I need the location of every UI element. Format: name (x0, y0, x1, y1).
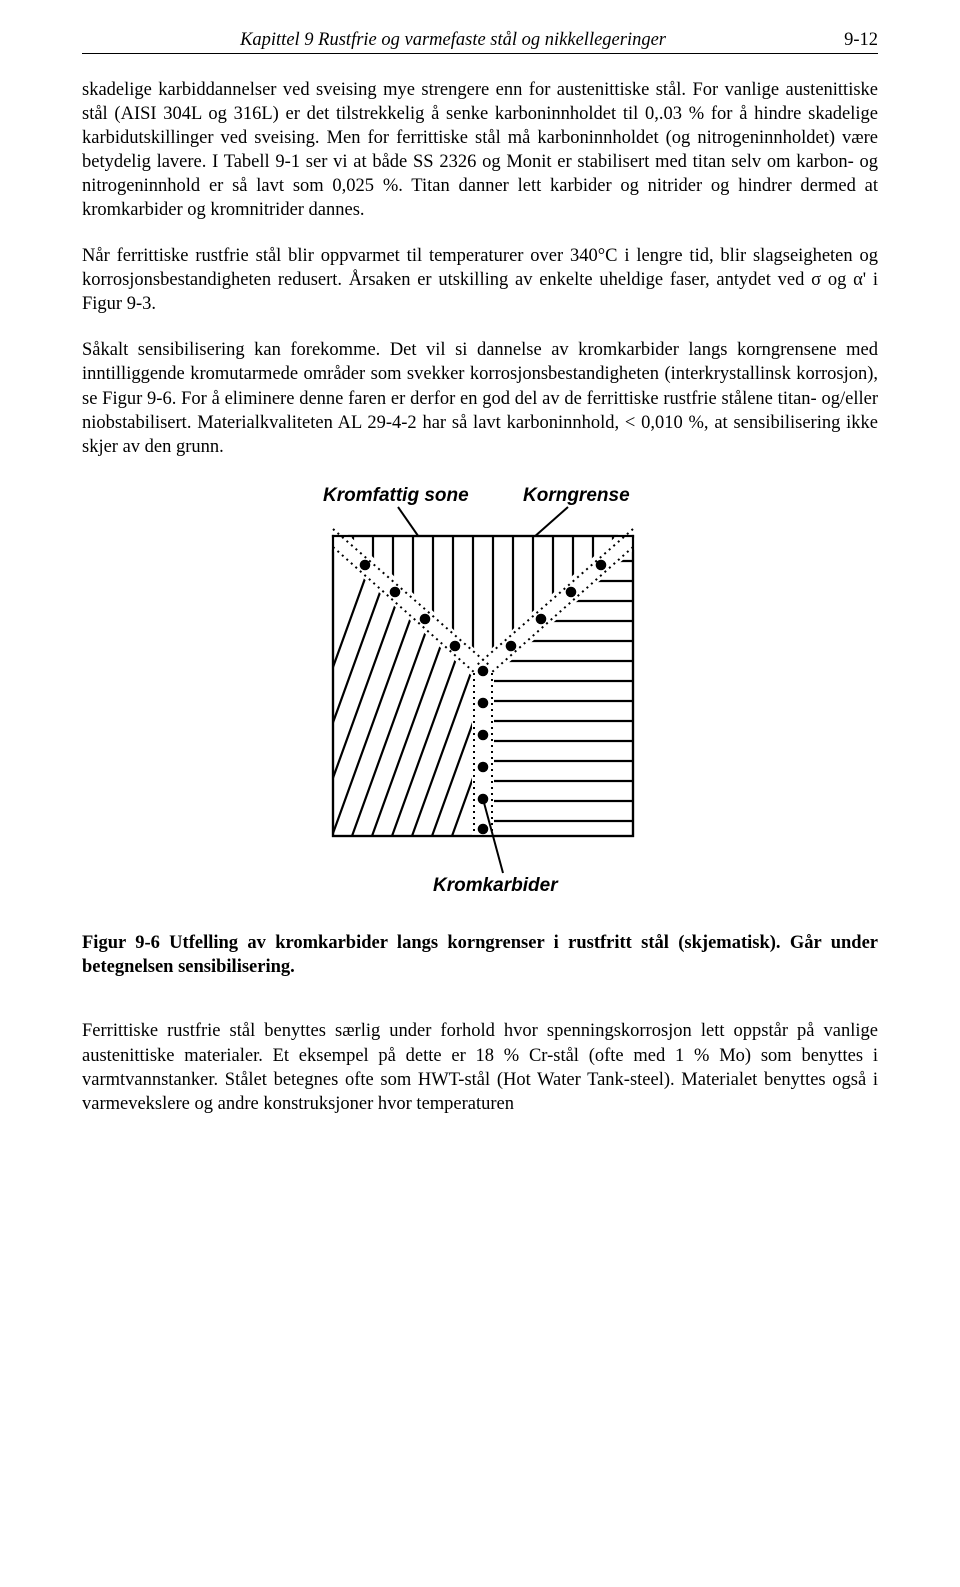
label-korngrense: Korngrense (523, 485, 630, 506)
label-kromkarbider: Kromkarbider (433, 875, 559, 896)
figure-9-6: Kromfattig sone Korngrense (82, 481, 878, 901)
paragraph-1: skadelige karbiddannelser ved sveising m… (82, 78, 878, 222)
page-header: Kapittel 9 Rustfrie og varmefaste stål o… (82, 30, 878, 54)
chapter-title: Kapittel 9 Rustfrie og varmefaste stål o… (82, 30, 824, 51)
figure-diagram: Kromfattig sone Korngrense (283, 481, 678, 901)
page-number: 9-12 (844, 30, 878, 51)
paragraph-4: Ferrittiske rustfrie stål benyttes særli… (82, 1019, 878, 1115)
page-content: Kapittel 9 Rustfrie og varmefaste stål o… (0, 0, 960, 1168)
paragraph-3: Såkalt sensibilisering kan forekomme. De… (82, 338, 878, 458)
paragraph-2: Når ferrittiske rustfrie stål blir oppva… (82, 244, 878, 316)
figure-caption: Figur 9-6 Utfelling av kromkarbider lang… (82, 931, 878, 980)
label-kromfattig: Kromfattig sone (323, 485, 469, 506)
